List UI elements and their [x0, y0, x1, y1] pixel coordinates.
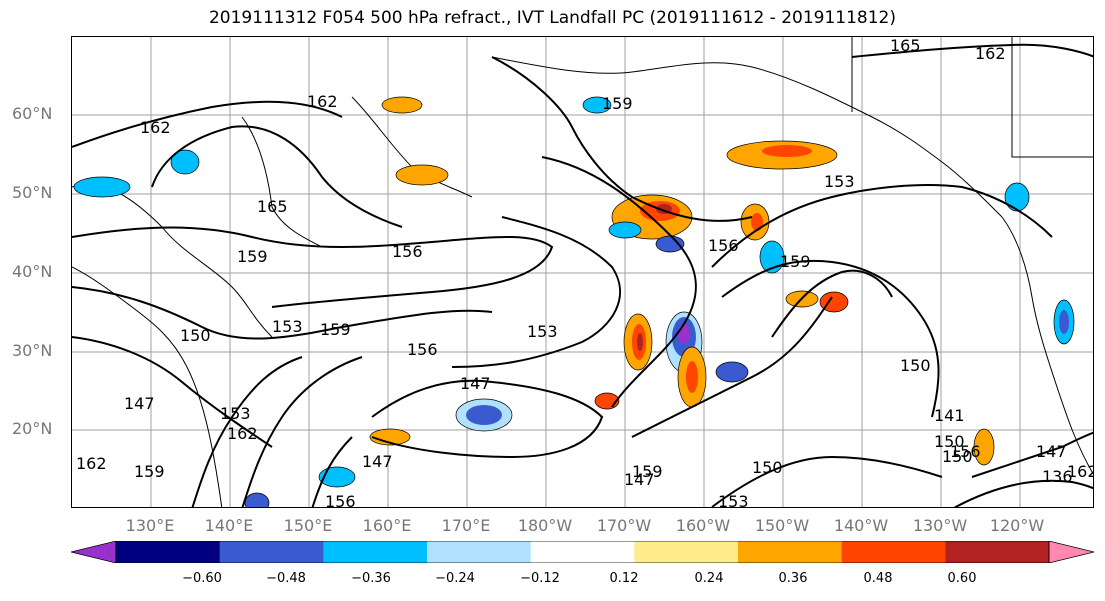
- colorbar-segment: [530, 541, 635, 563]
- lon-label: 160°W: [675, 516, 731, 535]
- contour-label: 153: [272, 317, 303, 336]
- contour-label: 136: [1042, 467, 1073, 486]
- contour-label: 147: [460, 374, 491, 393]
- contour-label: 156: [392, 242, 423, 261]
- lat-label: 50°N: [12, 183, 53, 202]
- lon-label: 180°W: [517, 516, 573, 535]
- lon-label: 130°W: [912, 516, 968, 535]
- contour-label: 156: [950, 442, 981, 461]
- colorbar-segment: [738, 541, 843, 563]
- colorbar-tick: 0.48: [863, 571, 893, 586]
- colorbar-tick: −0.60: [182, 571, 222, 586]
- contour-label: 162: [76, 454, 107, 473]
- contour-label: 162: [140, 118, 171, 137]
- colorbar-extend-high: [1048, 541, 1094, 563]
- graticule: [72, 37, 1093, 507]
- contour-label: 153: [824, 172, 855, 191]
- colorbar-tick: 0.12: [609, 571, 639, 586]
- contour-label: 159: [780, 252, 811, 271]
- lat-label: 20°N: [12, 419, 53, 438]
- contour-label: 150: [752, 458, 783, 477]
- lon-label: 150°E: [283, 516, 333, 535]
- colorbar-segment: [841, 541, 946, 563]
- map-panel: 165 162 159 162 162 165 159 156 153 150 …: [71, 36, 1094, 508]
- contour-label: 159: [632, 462, 663, 481]
- lon-label: 160°E: [362, 516, 412, 535]
- lon-label: 150°W: [754, 516, 810, 535]
- contour-label: 159: [602, 94, 633, 113]
- colorbar-segment: [427, 541, 532, 563]
- colorbar-tick: 0.36: [778, 571, 808, 586]
- contour-label: 156: [325, 492, 356, 508]
- contour-label: 147: [124, 394, 155, 413]
- lat-label: 40°N: [12, 262, 53, 281]
- contour-label: 150: [942, 447, 973, 466]
- contour-label: 159: [320, 320, 351, 339]
- lon-label: 140°W: [833, 516, 889, 535]
- contour-label: 156: [407, 340, 438, 359]
- contour-label: 153: [220, 404, 251, 423]
- contour-label: 159: [134, 462, 165, 481]
- contour-label: 150: [900, 356, 931, 375]
- contour-label: 147: [624, 470, 655, 489]
- colorbar-frame: [115, 541, 1050, 563]
- map-canvas: 165 162 159 162 162 165 159 156 153 150 …: [72, 37, 1094, 508]
- colorbar-segment: [219, 541, 324, 563]
- colorbar-tick: −0.12: [520, 571, 560, 586]
- colorbar-segment: [945, 541, 1050, 563]
- shaded-patches: [73, 96, 1075, 507]
- lon-label: 140°E: [204, 516, 254, 535]
- lon-label: 130°E: [125, 516, 175, 535]
- contour-label: 159: [237, 247, 268, 266]
- contour-label: 162: [975, 44, 1006, 63]
- colorbar: [71, 541, 1094, 563]
- coastlines: [72, 37, 1093, 507]
- contour-label: 165: [890, 37, 921, 55]
- colorbar-tick: 0.60: [947, 571, 977, 586]
- colorbar-tick: −0.36: [351, 571, 391, 586]
- contour-label: 162: [307, 92, 338, 111]
- height-contours: [72, 43, 1093, 507]
- contour-label: 150: [934, 432, 965, 451]
- colorbar-tick: −0.48: [266, 571, 306, 586]
- contour-label: 165: [257, 197, 288, 216]
- contour-label: 147: [1036, 442, 1067, 461]
- contour-label: 153: [718, 492, 749, 508]
- contour-label: 156: [708, 236, 739, 255]
- contour-labels: 165 162 159 162 162 165 159 156 153 150 …: [76, 37, 1094, 508]
- colorbar-segment: [116, 541, 221, 563]
- lat-label: 30°N: [12, 341, 53, 360]
- contour-label: 150: [180, 326, 211, 345]
- contour-label: 141: [934, 406, 965, 425]
- contour-label: 162: [227, 424, 258, 443]
- colorbar-tick: −0.24: [435, 571, 475, 586]
- colorbar-tick: 0.24: [694, 571, 724, 586]
- contour-label: 153: [527, 322, 558, 341]
- colorbar-segment: [634, 541, 739, 563]
- lon-label: 170°E: [441, 516, 491, 535]
- lat-label: 60°N: [12, 104, 53, 123]
- colorbar-segment: [323, 541, 428, 563]
- contour-label: 162: [1067, 462, 1094, 481]
- colorbar-segments: [71, 541, 1094, 563]
- colorbar-extend-low: [71, 541, 117, 563]
- contour-label: 147: [362, 452, 393, 471]
- map-title: 2019111312 F054 500 hPa refract., IVT La…: [208, 8, 896, 28]
- lon-label: 170°W: [596, 516, 652, 535]
- lon-label: 120°W: [989, 516, 1045, 535]
